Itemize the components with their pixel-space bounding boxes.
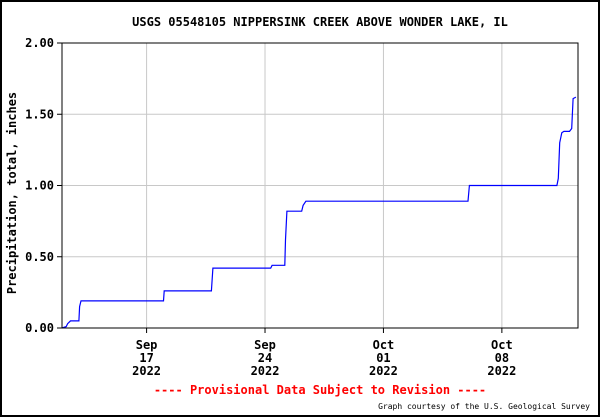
plot-area-border [61, 42, 579, 329]
graph-courtesy-note: Graph courtesy of the U.S. Geological Su… [378, 402, 590, 411]
y-tick-label: 1.50 [25, 107, 54, 121]
y-tick-label: 1.00 [25, 179, 54, 193]
y-axis-label: Precipitation, total, inches [5, 92, 19, 294]
y-axis-ticks: 0.00 0.50 1.00 1.50 2.00 [25, 36, 62, 335]
chart-title: USGS 05548105 NIPPERSINK CREEK ABOVE WON… [132, 15, 508, 29]
gridlines [62, 43, 578, 328]
y-tick-label: 0.00 [25, 321, 54, 335]
x-tick-label: Oct 08 2022 [487, 338, 516, 378]
series-layer [61, 96, 577, 329]
x-axis-ticks: Sep 17 2022 Sep 24 2022 Oct 01 2022 Oct 08 2022 [132, 328, 516, 378]
precipitation-series-line [61, 96, 577, 329]
precipitation-chart: USGS 05548105 NIPPERSINK CREEK ABOVE WON… [5, 15, 590, 411]
y-tick-label: 2.00 [25, 36, 54, 50]
x-tick-label: Sep 17 2022 [132, 338, 161, 378]
y-tick-label: 0.50 [25, 250, 54, 264]
x-tick-label: Sep 24 2022 [251, 338, 280, 378]
x-tick-label: Oct 01 2022 [369, 338, 398, 378]
provisional-data-note: ---- Provisional Data Subject to Revisio… [154, 383, 486, 397]
